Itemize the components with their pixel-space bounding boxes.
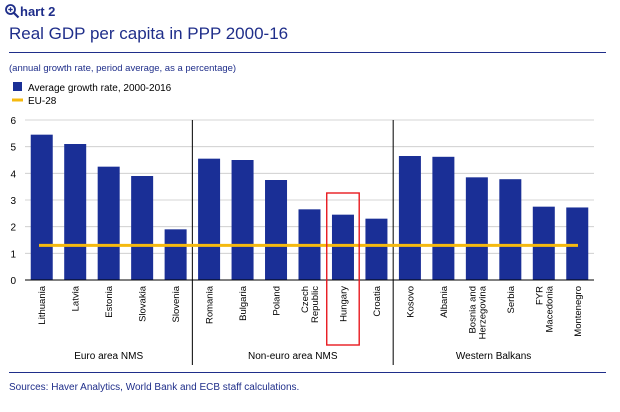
x-tick-label: Slovakia	[138, 285, 149, 322]
bar	[164, 229, 187, 280]
x-tick-label: Poland	[272, 286, 283, 316]
chart-subtitle: (annual growth rate, period average, as …	[9, 63, 237, 74]
x-tick-label: Albania	[439, 285, 450, 317]
group-label: Non-euro area NMS	[248, 351, 338, 362]
x-tick-label: Czech	[300, 286, 311, 313]
highlight-box	[326, 192, 360, 346]
y-tick-label: 5	[10, 143, 16, 154]
bar	[231, 160, 254, 280]
sources-note: Sources: Haver Analytics, World Bank and…	[9, 382, 300, 393]
bar	[331, 214, 354, 280]
bar	[30, 134, 53, 280]
x-tick-label: Montenegro	[573, 286, 584, 337]
x-tick-label: Kosovo	[405, 286, 416, 318]
x-tick-label: Croatia	[372, 285, 383, 316]
bar	[265, 180, 288, 280]
bar	[532, 206, 555, 280]
x-tick-label: Bulgaria	[238, 285, 249, 321]
legend-label-line: EU-28	[28, 96, 57, 107]
x-tick-label: Slovenia	[171, 285, 182, 322]
x-tick-label: Republic	[310, 286, 321, 323]
chart-title: Real GDP per capita in PPP 2000-16	[9, 24, 289, 43]
group-label: Western Balkans	[456, 351, 531, 362]
x-tick-label: FYR	[534, 286, 545, 305]
bar	[465, 177, 488, 280]
bar	[131, 176, 154, 280]
x-tick-label: Herzegovina	[477, 285, 488, 339]
bar	[198, 158, 221, 280]
y-tick-label: 3	[10, 196, 16, 207]
bar	[398, 156, 421, 280]
chart-number-label: hart 2	[4, 3, 55, 19]
bar	[365, 218, 388, 280]
legend-label-bar: Average growth rate, 2000-2016	[28, 83, 172, 94]
title-divider	[9, 52, 606, 53]
bar	[499, 179, 522, 280]
bar	[97, 166, 120, 280]
bar	[566, 207, 589, 280]
x-tick-label: Bosnia and	[467, 286, 478, 334]
x-tick-label: Romania	[205, 285, 216, 324]
bar	[64, 144, 87, 280]
y-tick-label: 6	[10, 116, 16, 127]
zoom-icon[interactable]	[4, 3, 20, 19]
x-tick-label: Lithuania	[37, 285, 48, 324]
y-tick-label: 0	[10, 276, 16, 287]
group-label: Euro area NMS	[74, 351, 143, 362]
legend-swatch-bar	[13, 82, 22, 91]
y-tick-label: 2	[10, 223, 16, 234]
y-tick-label: 4	[10, 169, 16, 180]
chart-number-text: hart 2	[20, 3, 56, 19]
x-tick-label: Macedonia	[544, 285, 555, 332]
footer-divider	[9, 372, 606, 373]
x-tick-label: Estonia	[104, 285, 115, 317]
x-tick-label: Latvia	[71, 285, 82, 311]
x-tick-label: Serbia	[506, 285, 517, 313]
y-tick-label: 1	[10, 249, 16, 260]
x-tick-label: Hungary	[338, 286, 349, 322]
bar	[432, 156, 455, 280]
